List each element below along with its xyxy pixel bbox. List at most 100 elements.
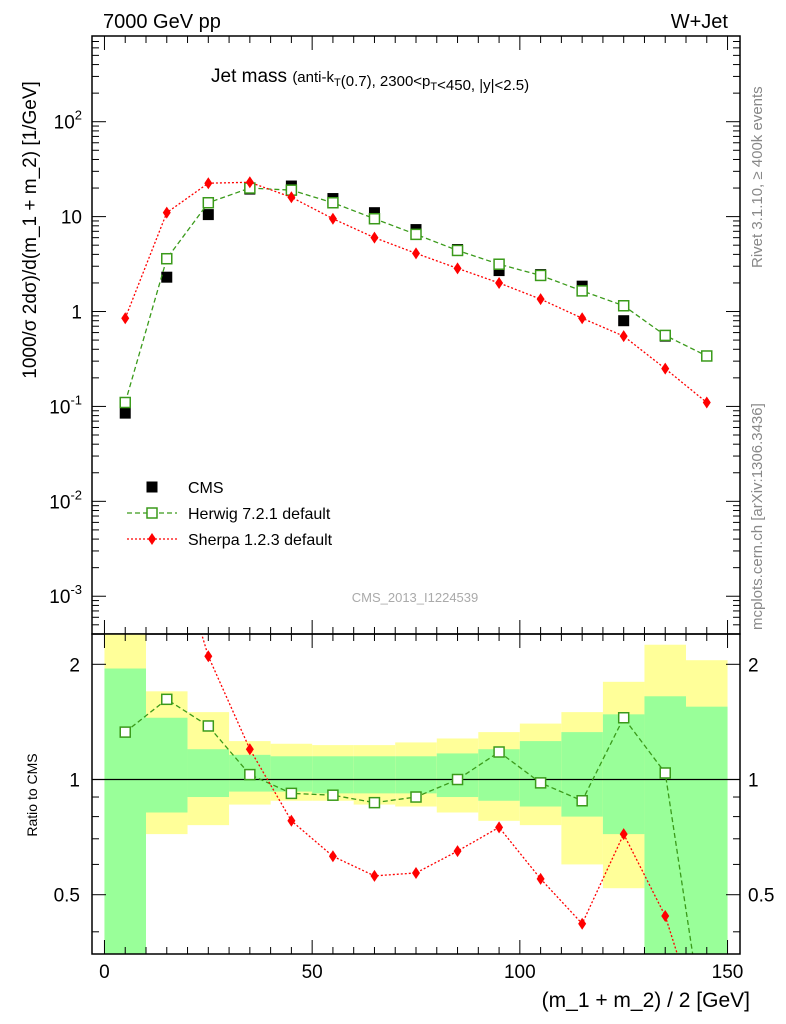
main-diamond-point [245, 176, 254, 189]
ratio-panel: 0.5 0.5 1 1 2 2 0 50 100 150 [54, 513, 774, 983]
legend-entry: Sherpa 1.2.3 default [127, 532, 333, 549]
main-diamond-point [204, 177, 213, 190]
main-open-square-point [451, 244, 464, 257]
legend-label: Sherpa 1.2.3 default [188, 532, 333, 549]
ratio-open-square-series [119, 693, 694, 954]
ratio-diamond-point [412, 866, 420, 879]
main-diamond-point [162, 206, 171, 219]
inner-band [478, 749, 520, 801]
main-open-square-point [576, 285, 588, 297]
ratio-open-square-point [410, 791, 422, 803]
watermark: CMS_2013_I1224539 [352, 590, 479, 605]
inner-band [187, 749, 230, 798]
header-right: W+Jet [671, 11, 729, 33]
ratio-y-tick-label: 0.5 [54, 886, 80, 907]
main-square-point [202, 209, 214, 221]
ratio-y-tick-label-right: 1 [748, 771, 759, 792]
x-tick-label: 50 [302, 962, 323, 983]
legend-label: CMS [188, 480, 224, 497]
ratio-diamond-point [245, 743, 254, 756]
y-tick-label: 10-1 [49, 392, 82, 418]
ratio-open-square-point [244, 768, 256, 781]
y-tick-label: 10-2 [49, 487, 82, 513]
ratio-y-tick-label-right: 0.5 [748, 886, 774, 907]
ratio-open-square-point [493, 746, 505, 758]
legend-marker [146, 481, 158, 493]
main-diamond-point [412, 247, 420, 260]
y-tick-label: 102 [54, 108, 82, 134]
main-open-square-point [327, 196, 339, 209]
main-open-square-series [119, 182, 713, 409]
arxiv-label: mcplots.cern.ch [arXiv:1306.3436] [749, 403, 766, 630]
ratio-diamond-point [163, 513, 171, 525]
main-open-square-point [161, 252, 173, 265]
ratio-diamond-point [370, 869, 379, 882]
main-diamond-point [453, 262, 462, 275]
main-open-square-line [124, 187, 708, 403]
ratio-diamond-point [328, 850, 337, 863]
main-open-square-point [202, 196, 215, 209]
main-open-square-point [368, 212, 381, 225]
ratio-diamond-point [453, 845, 462, 858]
main-diamond-point [578, 312, 587, 325]
main-open-square-point [493, 258, 505, 270]
ratio-open-square-point [327, 789, 339, 801]
ratio-open-square-point [534, 777, 547, 789]
main-diamond-point [328, 212, 337, 225]
main-panel: 10-3 10-2 10-1 1 10 102 CMS Herwig 7.2.1 defaul… [49, 35, 741, 635]
ratio-diamond-point [661, 909, 670, 922]
legend-label: Herwig 7.2.1 default [188, 506, 331, 523]
x-axis-label: (m_1 + m_2) / 2 [GeV] [542, 989, 750, 1012]
inner-band [353, 756, 396, 794]
ratio-diamond-point [536, 872, 545, 885]
ratio-y-tick-label: 2 [69, 655, 80, 676]
main-square-point [368, 207, 380, 219]
main-open-square-point [659, 329, 671, 342]
main-open-square-point [119, 396, 131, 409]
main-diamond-point [536, 293, 545, 306]
ratio-open-square-point [368, 796, 381, 809]
main-open-square-point [617, 300, 630, 312]
main-ylabel: 1000/σ 2dσ)/d(m_1 + m_2) [1/GeV] [20, 81, 41, 379]
main-diamond-series [121, 176, 711, 409]
main-title-sub: (anti-kT(0.7), 2300<pT<450, |y|<2.5) [292, 69, 529, 94]
legend-entry: Herwig 7.2.1 default [127, 506, 331, 523]
main-open-square-point [701, 350, 713, 362]
ratio-open-square-point [617, 712, 630, 724]
header-left: 7000 GeV pp [103, 11, 221, 33]
main-diamond-point [702, 396, 711, 409]
ratio-open-square-point [285, 787, 298, 800]
ratio-diamond-point [578, 917, 587, 930]
main-diamond-point [121, 312, 130, 325]
legend-marker [148, 533, 156, 545]
ratio-open-square-point [202, 720, 215, 732]
ratio-diamond-series [163, 513, 678, 954]
main-diamond-point [661, 362, 670, 375]
main-diamond-point [287, 191, 296, 204]
ratio-y-tick-label: 1 [69, 771, 80, 792]
y-tick-label: 10-3 [49, 582, 82, 608]
main-title-text: Jet mass [211, 66, 287, 87]
ratio-ylabel: Ratio to CMS [24, 753, 40, 836]
main-diamond-point [619, 330, 628, 343]
main-open-square-point [410, 228, 422, 241]
main-square-point [161, 271, 173, 283]
main-title: Jet mass (anti-kT(0.7), 2300<pT<450, |y|… [211, 66, 529, 94]
inner-band [146, 717, 188, 813]
ratio-diamond-point [495, 821, 504, 834]
ratio-open-square-point [119, 726, 131, 738]
ratio-open-square-point [451, 773, 464, 786]
inner-band [270, 756, 313, 792]
ratio-diamond-point [204, 650, 213, 663]
main-diamond-point [370, 231, 379, 244]
inner-band [519, 741, 562, 807]
x-tick-label: 100 [504, 962, 536, 983]
rivet-label: Rivet 3.1.10, ≥ 400k events [749, 86, 766, 268]
main-diamond-point [495, 276, 504, 289]
legend-entry: CMS [146, 480, 224, 497]
inner-band [312, 756, 354, 794]
ratio-open-square-point [576, 795, 588, 807]
main-square-point [493, 265, 505, 277]
ratio-open-square-point [659, 767, 671, 779]
inner-band [686, 706, 728, 954]
